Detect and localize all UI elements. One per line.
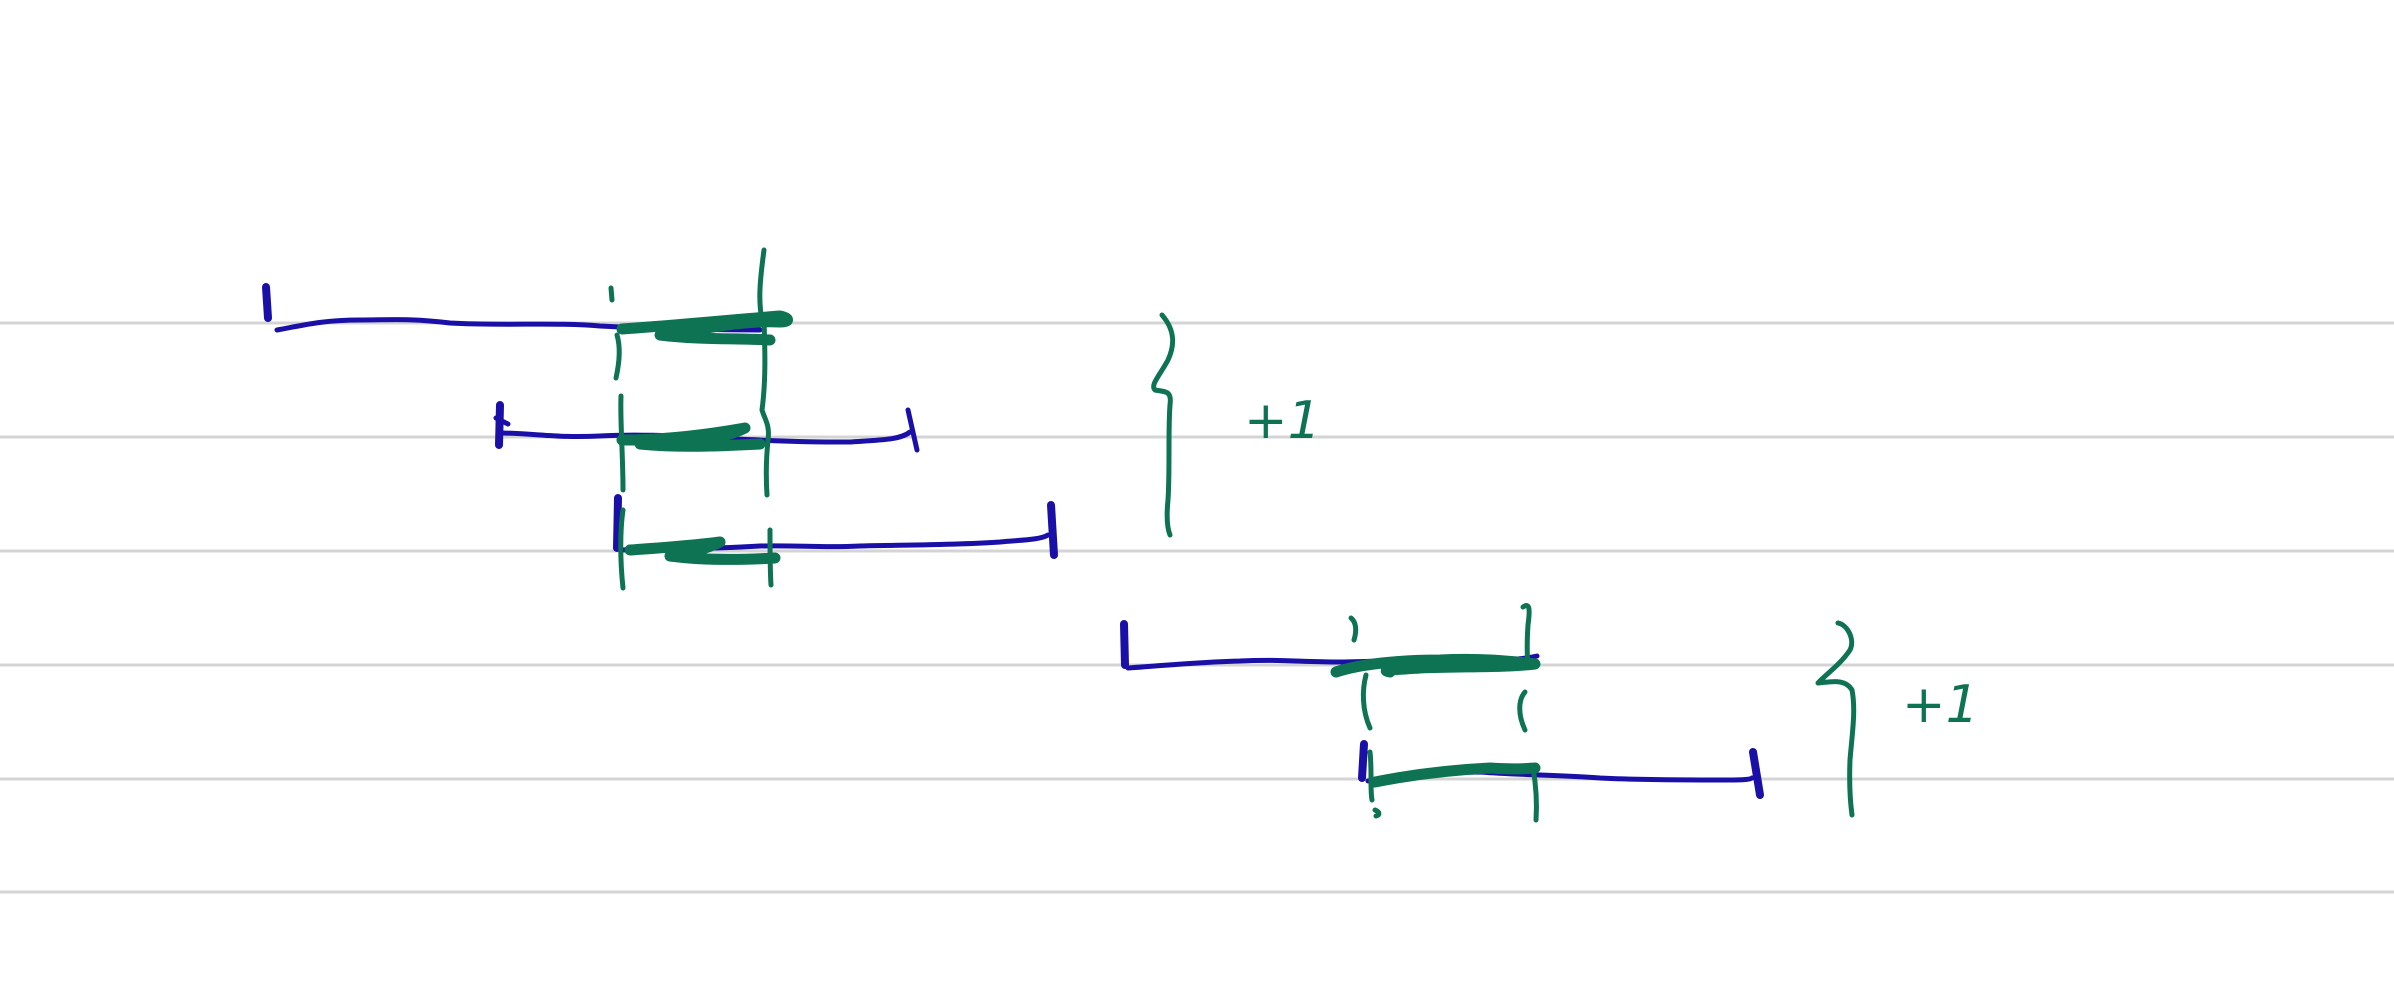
- upper-plus-one-label: +1: [1244, 391, 1321, 451]
- lower-brace: [1815, 620, 1857, 818]
- upper-brace: [1151, 312, 1176, 538]
- lower-plus-one-label: +1: [1902, 675, 1979, 735]
- upper-overlap-marks: [608, 247, 793, 591]
- ruled-lines: [0, 321, 2394, 894]
- blue-interval-middle: [493, 401, 920, 453]
- lower-overlap-marks: [1330, 603, 1541, 823]
